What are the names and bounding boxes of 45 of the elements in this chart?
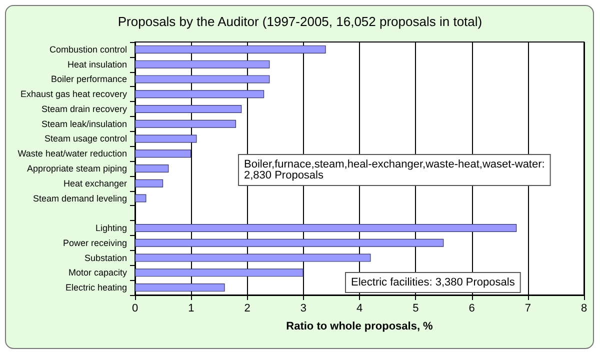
y-tick-label: Power receiving <box>62 238 127 248</box>
y-tick-label: Electric heating <box>65 282 127 293</box>
x-tick-label: 4 <box>356 302 363 314</box>
y-tick-label: Steam usage control <box>44 134 127 144</box>
y-tick-label: Exhaust gas heat recovery <box>20 89 128 100</box>
bar <box>135 45 326 54</box>
y-tick-label: Substation <box>84 252 127 263</box>
y-tick-label: Waste heat/water reduction <box>18 148 127 159</box>
bar <box>135 134 197 143</box>
y-tick-label: Motor capacity <box>68 268 128 278</box>
x-tick-label: 6 <box>468 302 475 314</box>
x-tick-label: 7 <box>524 302 531 314</box>
bar <box>135 238 444 247</box>
y-tick-label: Boiler performance <box>50 74 127 84</box>
bar <box>135 104 242 113</box>
chart-title: Proposals by the Auditor (1997-2005, 16,052 proposals in total) <box>118 14 482 29</box>
bar <box>135 224 517 232</box>
y-tick-label: Steam leak/insulation <box>41 118 127 129</box>
x-tick-label: 8 <box>580 302 588 314</box>
y-tick-label: Heat exchanger <box>63 178 127 188</box>
x-tick-label: 0 <box>132 302 138 314</box>
x-tick-label: 2 <box>244 302 250 314</box>
x-axis-title: Ratio to whole proposals, % <box>286 320 434 332</box>
y-tick-label: Appropriate steam piping <box>26 164 127 174</box>
bar <box>135 60 270 68</box>
y-tick-label: Steam demand leveling <box>32 193 127 204</box>
bar <box>135 254 371 262</box>
bar <box>135 120 236 128</box>
annotation: Electric facilities: 3,380 Proposals <box>351 276 516 288</box>
x-tick-label: 1 <box>188 302 194 314</box>
y-tick-label: Lighting <box>95 223 127 234</box>
bar <box>135 164 169 172</box>
bar <box>135 194 146 202</box>
bar <box>135 179 164 188</box>
bar <box>135 90 264 98</box>
bar <box>135 268 304 277</box>
y-tick-label: Steam drain recovery <box>41 104 128 114</box>
y-tick-label: Combustion control <box>49 44 127 54</box>
bar <box>135 284 225 292</box>
bar <box>135 75 270 84</box>
annotation: Boiler,furnace,steam,heal-exchanger,waste-heat,waset-water: 2,830 Proposals <box>244 158 545 182</box>
y-tick-label: Heat insulation <box>67 59 127 70</box>
bar <box>135 150 192 158</box>
x-tick-label: 5 <box>412 302 419 314</box>
x-tick-label: 3 <box>300 302 306 314</box>
